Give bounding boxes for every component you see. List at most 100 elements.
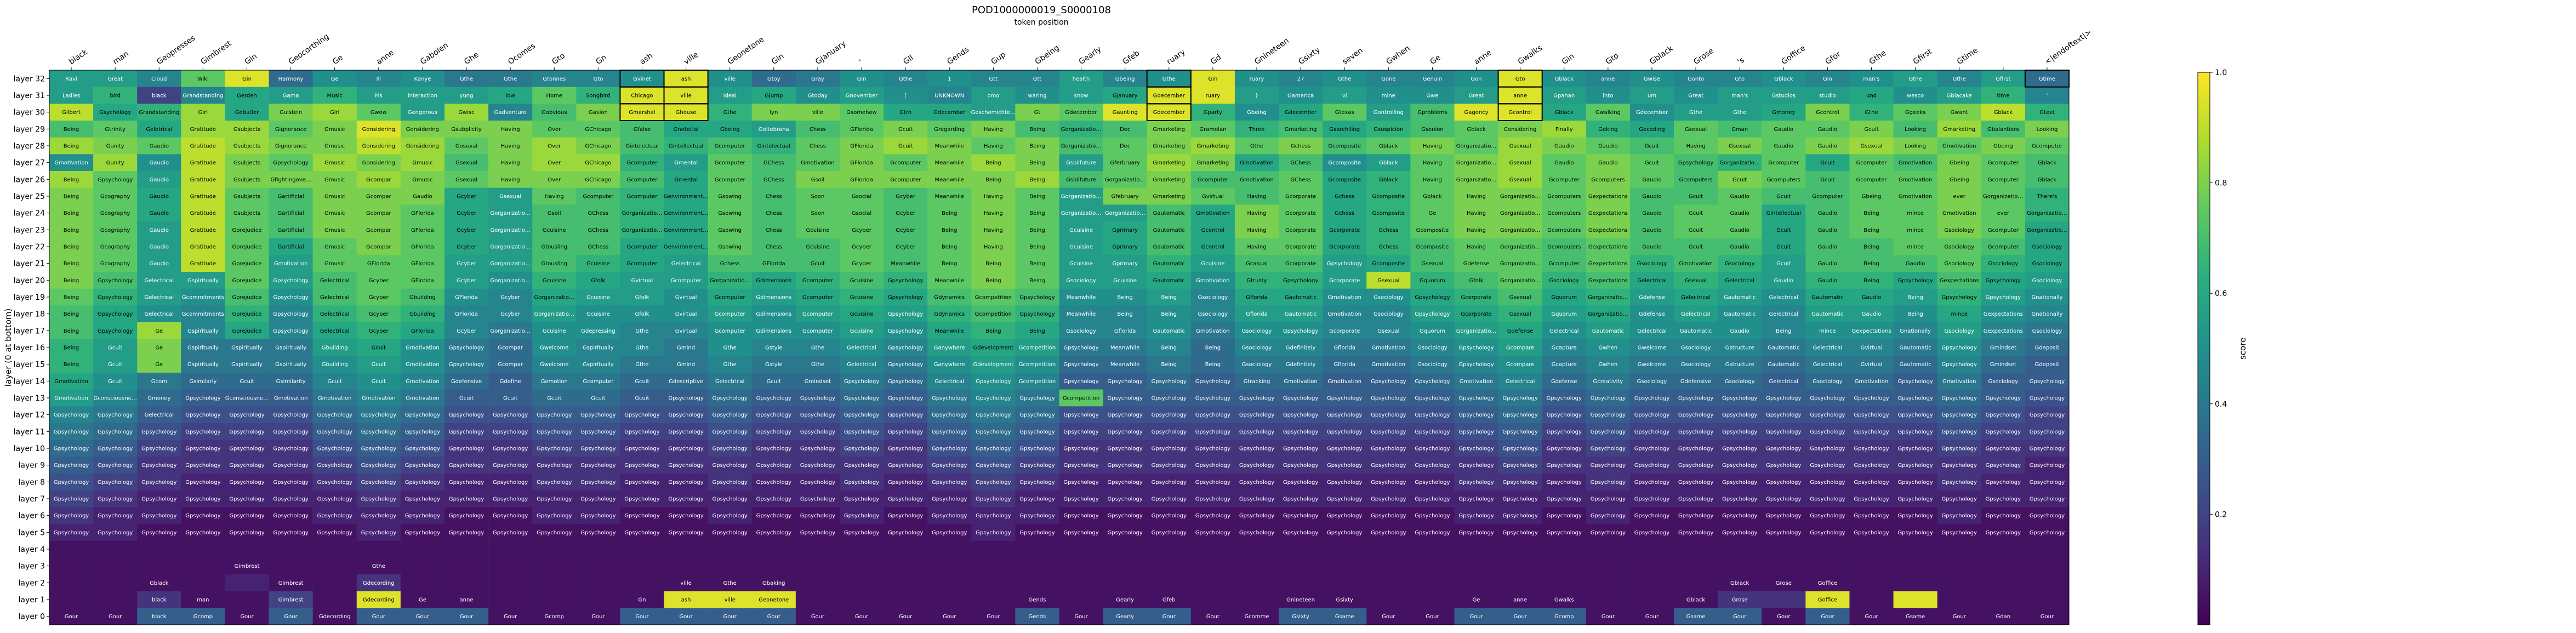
cell-token-label: Gpsychology [1327, 530, 1362, 536]
heatmap-cell [532, 221, 577, 238]
heatmap-cell [664, 87, 708, 104]
cell-token-label: Gsowing [718, 194, 742, 200]
cell-token-label: Gcomposite [1328, 160, 1361, 166]
cell-token-label: Gorganizatio… [534, 295, 574, 301]
heatmap-cell [488, 221, 533, 238]
cell-token-label: Gpsychology [932, 446, 967, 452]
heatmap-cell [1629, 238, 1674, 255]
cell-token-label: Gautomatic [1153, 227, 1185, 233]
heatmap-cell [1849, 238, 1894, 255]
heatmap-cell [620, 137, 664, 155]
cell-token-label: black [152, 614, 167, 620]
cell-token-label: Gcomputer [626, 177, 658, 183]
cell-token-label: Having [1423, 144, 1442, 150]
cell-token-label: Gsocial [852, 194, 871, 200]
cell-token-label: Gaudio [1730, 244, 1749, 250]
cell-token-label: Gpsychology [1283, 480, 1318, 486]
x-tick-label: Gto [1604, 52, 1621, 66]
heatmap-cell [225, 238, 269, 255]
heatmap-cell [1190, 137, 1235, 155]
heatmap-cell [1893, 591, 1937, 608]
heatmap-cell [532, 305, 577, 323]
cell-token-label: Gpsychology [1239, 530, 1274, 536]
cell-token-label: Gsociology [1988, 379, 2019, 385]
heatmap-cell [1805, 121, 1850, 138]
heatmap-cell [664, 121, 708, 138]
heatmap-cell [181, 171, 225, 188]
heatmap-cell [1410, 121, 1455, 138]
cell-token-label: anne [1601, 76, 1615, 82]
cell-token-label: Gratitude [190, 144, 216, 150]
heatmap-cell [1542, 288, 1587, 306]
cell-token-label: man's [1863, 76, 1879, 82]
heatmap-cell [1718, 171, 1762, 188]
heatmap-cell [576, 204, 620, 222]
heatmap-cell [1323, 121, 1367, 138]
heatmap-cell [664, 540, 708, 558]
cell-token-label: Gwisc [458, 110, 474, 116]
cell-token-label: Gpsychology [888, 295, 923, 301]
heatmap-cell [576, 255, 620, 272]
cell-token-label: Gebutler [235, 110, 259, 116]
heatmap-cell [1981, 255, 2026, 272]
heatmap-cell [1059, 87, 1103, 104]
cell-token-label: Gour [1733, 614, 1747, 620]
cell-token-label: Gpsychology [449, 480, 484, 486]
heatmap-cell [1805, 204, 1850, 222]
heatmap-cell [225, 121, 269, 138]
heatmap-cell [269, 557, 313, 575]
cell-token-label: Gelectrical [1813, 362, 1843, 368]
heatmap-cell [269, 272, 313, 289]
cell-token-label: Girl [198, 110, 208, 116]
cell-token-label: Gcompar [366, 177, 392, 183]
cell-token-label: Gpsychology [1634, 412, 1669, 418]
cell-token-label: Gautomatic [1285, 295, 1317, 301]
cell-token-label: Gpsychology [1152, 497, 1187, 503]
cell-token-label: ' [2047, 93, 2048, 99]
cell-token-label: Over [548, 177, 561, 183]
heatmap-cell [1981, 221, 2026, 238]
cell-token-label: Gcuit [1864, 127, 1878, 133]
cell-token-label: Gpsychology [888, 362, 923, 368]
heatmap-cell [751, 272, 796, 289]
x-tick-label: Gwhen [1384, 44, 1411, 66]
heatmap-cell [49, 204, 94, 222]
heatmap-cell [356, 255, 401, 272]
y-tick-label: layer 9 [19, 461, 45, 470]
heatmap-cell [1454, 305, 1498, 323]
heatmap-cell [1586, 70, 1631, 87]
cell-token-label: Gsociology [1637, 261, 1667, 267]
heatmap-cell [1015, 272, 1059, 289]
cell-token-label: Gratitude [190, 244, 216, 250]
cell-token-label: Over [548, 144, 561, 150]
cell-token-label: Gmotivation [54, 379, 88, 385]
cell-token-label: Gmusic [412, 177, 432, 183]
heatmap-cell [488, 557, 533, 575]
cell-token-label: Gwow [371, 110, 387, 116]
cell-token-label: Gsimilarly [189, 379, 216, 385]
heatmap-cell [1718, 104, 1762, 121]
heatmap-cell [971, 121, 1016, 138]
heatmap-cell [1981, 305, 2026, 323]
cell-token-label: Gpsychology [1152, 513, 1187, 519]
heatmap-cell [1629, 540, 1674, 558]
cell-token-label: Gautomatic [1768, 362, 1799, 368]
cell-token-label: Chess [766, 210, 782, 216]
heatmap-cell [1718, 154, 1762, 172]
cell-token-label: Gpsychology [1195, 446, 1230, 452]
heatmap-cell [1629, 87, 1674, 104]
cell-token-label: Gwelcome [1638, 345, 1666, 351]
cell-token-label: Gpsychology [54, 446, 89, 452]
x-tick-label: Gin [1560, 52, 1576, 67]
heatmap-cell [1410, 574, 1455, 591]
cell-token-label: Gpsychology [1327, 463, 1362, 469]
cell-token-label: Gpsychology [888, 396, 923, 402]
cell-token-label: Gpsychology [888, 513, 923, 519]
heatmap-cell [1279, 104, 1323, 121]
heatmap-cell [839, 557, 884, 575]
heatmap-cell [1586, 305, 1631, 323]
heatmap-cell [1147, 171, 1192, 188]
heatmap-cell [751, 187, 796, 205]
cell-token-label: Gpsychology [1415, 311, 1450, 317]
cell-token-label: Gcomputer [715, 144, 746, 150]
